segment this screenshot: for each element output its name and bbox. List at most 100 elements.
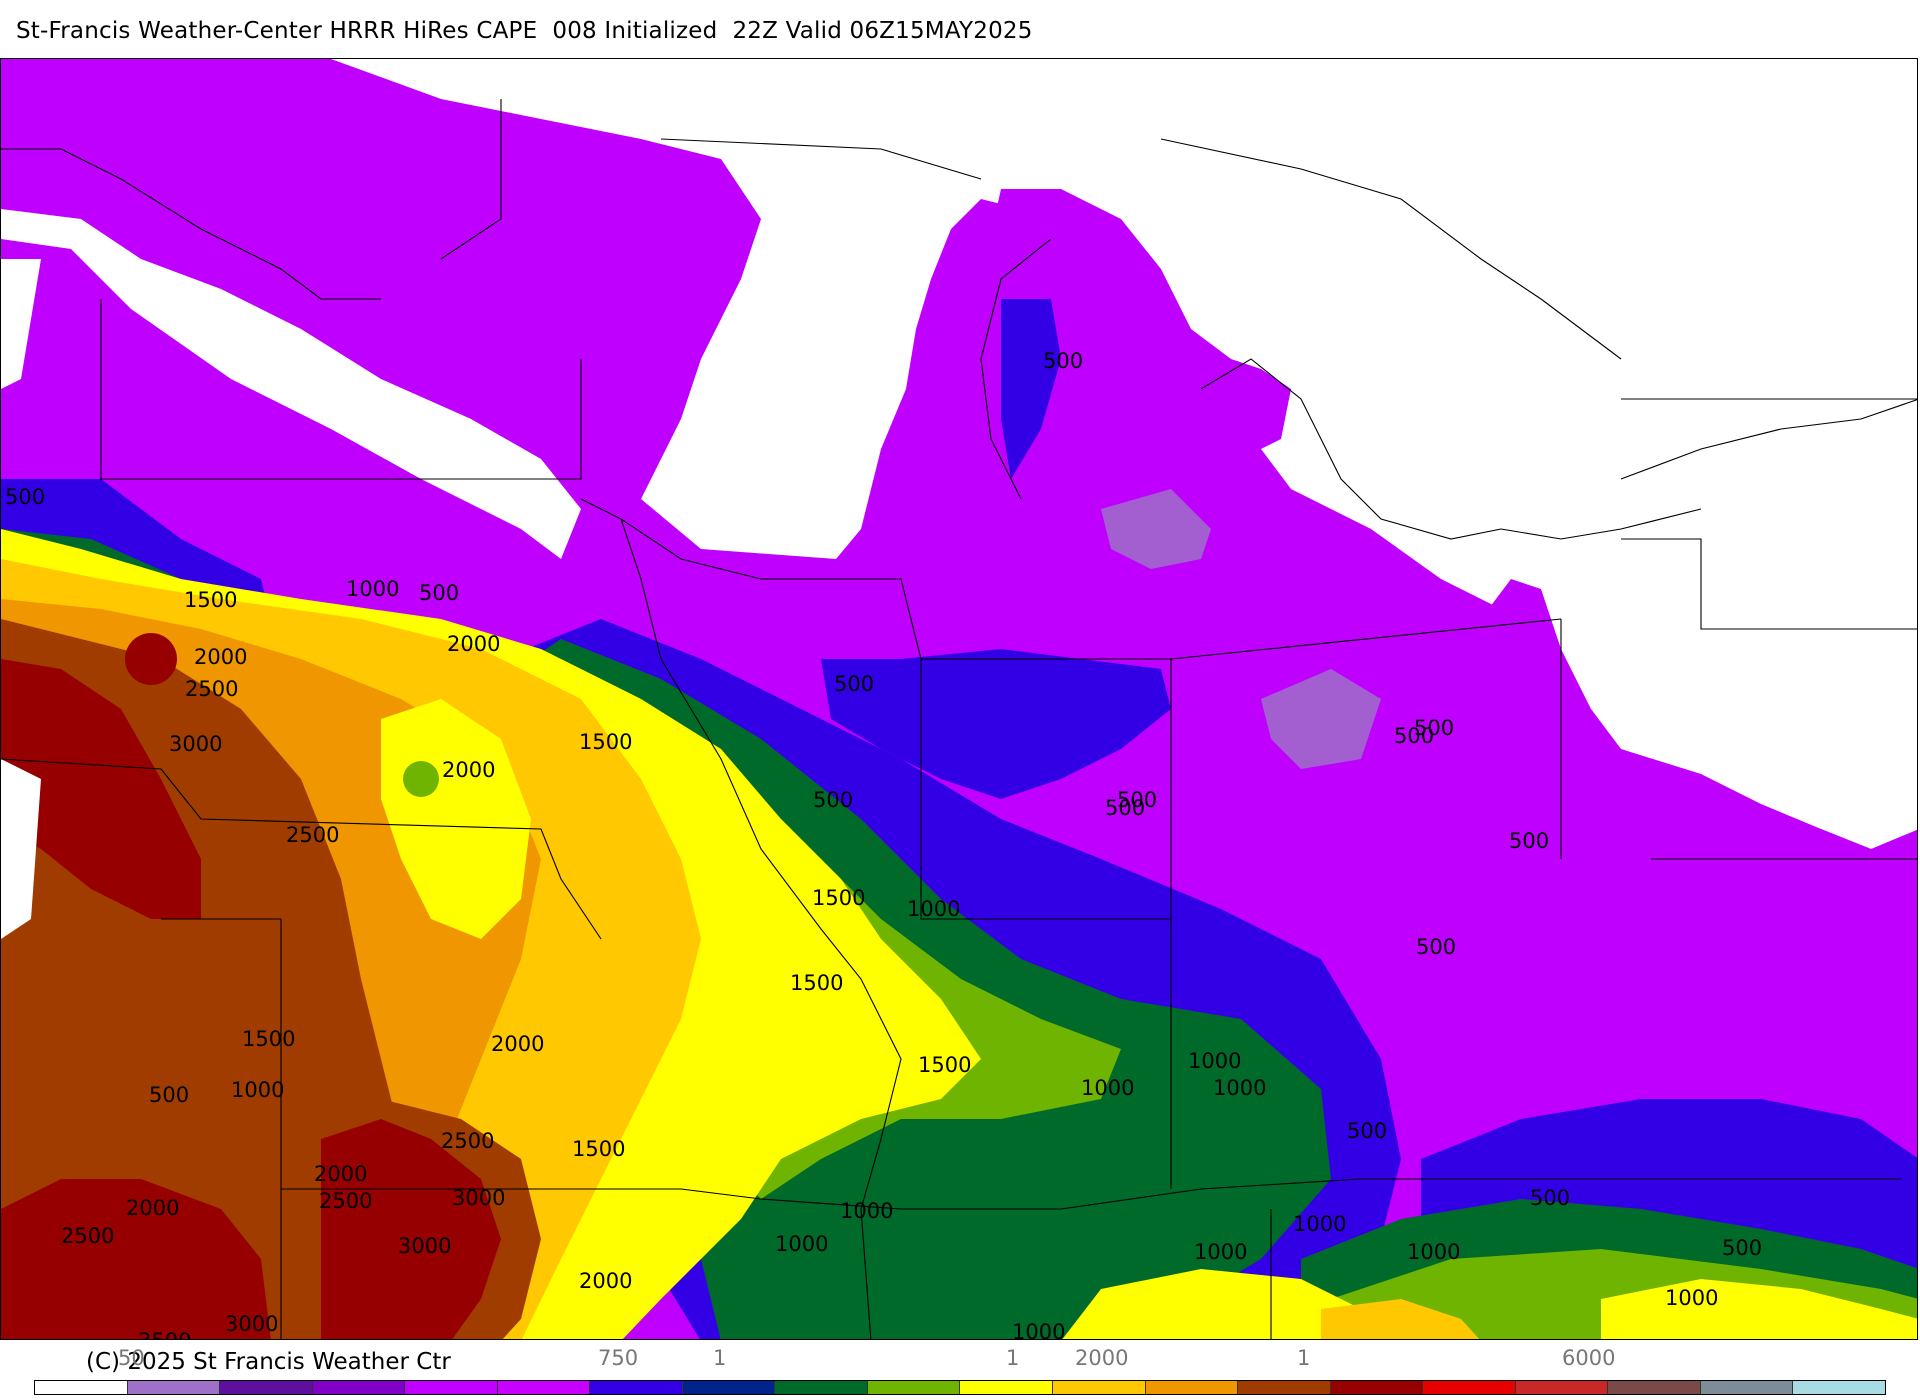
contour-label: 1500 xyxy=(242,1027,295,1051)
cape-field-3000 xyxy=(1,659,201,919)
contour-label: 2000 xyxy=(126,1196,179,1220)
copyright-text: (C) 2025 St Francis Weather Ctr xyxy=(86,1349,451,1375)
contour-label: 1000 xyxy=(840,1199,893,1223)
contour-label: 1000 xyxy=(1407,1240,1460,1264)
contour-label: 1000 xyxy=(907,897,960,921)
contour-label: 500 xyxy=(1722,1236,1762,1260)
legend-swatch xyxy=(1238,1381,1331,1394)
contour-label: 1000 xyxy=(1194,1240,1247,1264)
contour-label: 3000 xyxy=(398,1234,451,1258)
legend-swatch xyxy=(312,1381,406,1394)
legend-swatch xyxy=(405,1381,498,1394)
cape-field-1250-inner xyxy=(403,761,439,797)
legend-label: 50 xyxy=(118,1346,145,1370)
contour-label: 1000 xyxy=(231,1078,284,1102)
color-legend-bar xyxy=(34,1380,1886,1395)
contour-label: 1500 xyxy=(579,730,632,754)
legend-swatch xyxy=(497,1381,591,1394)
contour-label: 1000 xyxy=(1213,1076,1266,1100)
cape-map: 500 1500 1000 500 2000 2000 2500 3000 20… xyxy=(0,58,1918,1340)
cape-field-zero-southwest xyxy=(1,759,41,939)
cape-field-500-michigan xyxy=(931,189,1291,559)
legend-swatch xyxy=(867,1381,961,1394)
cape-field-zero-northwest xyxy=(1,259,41,389)
contour-label: 3000 xyxy=(452,1186,505,1210)
boundary-line xyxy=(660,658,902,1339)
contour-label: 500 xyxy=(1416,935,1456,959)
legend-swatch xyxy=(775,1381,868,1394)
contour-label: 500 xyxy=(1530,1186,1570,1210)
contour-label: 2000 xyxy=(447,632,500,656)
cape-field-2000-south xyxy=(1321,1299,1480,1339)
contour-label: 2500 xyxy=(441,1129,494,1153)
legend-swatch xyxy=(960,1381,1054,1394)
contour-label: 2500 xyxy=(286,823,339,847)
contour-label: 1000 xyxy=(1293,1212,1346,1236)
contour-label: 500 xyxy=(1414,716,1454,740)
cape-field-750-michigan xyxy=(1001,299,1061,479)
boundary-line xyxy=(620,518,922,660)
boundary-line xyxy=(580,498,662,660)
contour-label: 1500 xyxy=(572,1137,625,1161)
boundary-line xyxy=(1621,538,1917,630)
cape-field-1500-southeast xyxy=(1601,1279,1917,1339)
map-title: St-Francis Weather-Center HRRR HiRes CAP… xyxy=(16,18,1033,44)
cape-field-1500-south xyxy=(1062,1269,1380,1339)
legend-swatch xyxy=(1515,1381,1609,1394)
contour-label: 500 xyxy=(1509,829,1549,853)
legend-swatch xyxy=(1053,1381,1146,1394)
legend-swatch xyxy=(682,1381,776,1394)
contour-label: 2000 xyxy=(314,1162,367,1186)
boundary-line xyxy=(100,299,582,480)
contour-label: 1000 xyxy=(346,577,399,601)
cape-field-zero-great-lakes xyxy=(331,59,1917,849)
contour-label: 2000 xyxy=(442,758,495,782)
legend-label: 2000 xyxy=(1075,1346,1129,1370)
contour-label: 2500 xyxy=(185,677,238,701)
boundary-line xyxy=(1200,358,1502,540)
contour-label: 1000 xyxy=(1665,1286,1718,1310)
cape-field-1500-inner-core xyxy=(381,699,531,939)
legend-swatch xyxy=(1423,1381,1516,1394)
contour-label: 2000 xyxy=(194,645,247,669)
boundary-line xyxy=(920,659,1171,920)
legend-label: 750 xyxy=(598,1346,639,1370)
legend-swatch xyxy=(127,1381,221,1394)
legend-swatch xyxy=(1608,1381,1701,1394)
contour-label: 1000 xyxy=(1012,1320,1065,1340)
cape-fields xyxy=(1,59,1917,1339)
contour-label: 3500 xyxy=(138,1329,191,1340)
contour-label: 2500 xyxy=(319,1189,372,1213)
legend-label: 1 xyxy=(1297,1346,1311,1370)
contour-label: 500 xyxy=(813,788,853,812)
contour-label: 500 xyxy=(5,485,45,509)
contour-label: 500 xyxy=(1394,724,1434,748)
cape-field-3000-spot xyxy=(125,633,177,685)
legend-swatch xyxy=(1330,1381,1424,1394)
boundary-line xyxy=(440,99,502,260)
boundary-line xyxy=(1,148,381,300)
contour-label: 500 xyxy=(1347,1119,1387,1143)
boundary-line xyxy=(921,618,1562,660)
legend-label: 1 xyxy=(1006,1346,1020,1370)
boundary-line xyxy=(1160,138,1622,360)
contour-label: 2000 xyxy=(579,1269,632,1293)
contour-label: 1500 xyxy=(918,1053,971,1077)
boundary-line xyxy=(660,138,982,180)
legend-swatch xyxy=(1700,1381,1794,1394)
cape-field-250-rim xyxy=(1101,489,1211,569)
contour-label: 500 xyxy=(1117,788,1157,812)
cape-map-svg: 500 1500 1000 500 2000 2000 2500 3000 20… xyxy=(1,59,1917,1340)
legend-swatch xyxy=(35,1381,128,1394)
legend-swatch xyxy=(590,1381,683,1394)
legend-label: 1 xyxy=(713,1346,727,1370)
contour-label: 500 xyxy=(1105,796,1145,820)
contour-label: 1000 xyxy=(1188,1049,1241,1073)
contour-label: 1500 xyxy=(1324,1337,1377,1340)
contour-label: 500 xyxy=(419,581,459,605)
contour-label: 500 xyxy=(1043,349,1083,373)
contour-label: 1500 xyxy=(790,971,843,995)
legend-swatch xyxy=(1145,1381,1239,1394)
cape-field-250-rim-2 xyxy=(1261,669,1381,769)
legend-swatch xyxy=(1793,1381,1885,1394)
